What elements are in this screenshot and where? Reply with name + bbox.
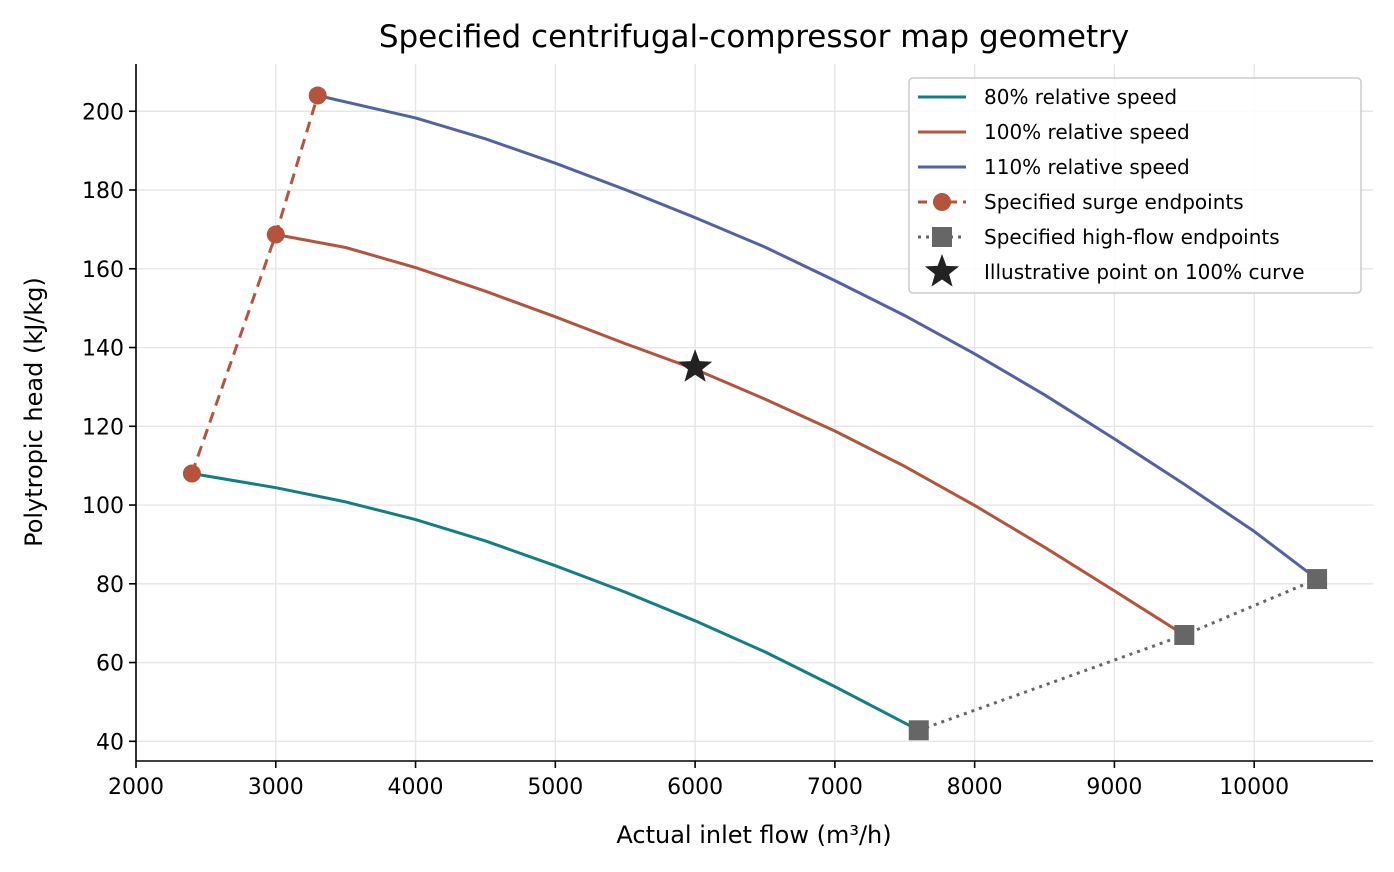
legend-label-high-flow: Specified high-flow endpoints [984,225,1280,249]
legend-marker-surge [933,193,951,211]
y-tick-label: 120 [82,415,124,440]
surge-endpoint-marker [266,225,285,244]
axis-layer: 2000 3000 4000 5000 6000 7000 8000 9000 10000 40 6… [82,64,1373,800]
y-tick-label: 60 [96,652,124,677]
y-tick-label: 200 [82,100,124,125]
y-tick-label: 80 [96,573,124,598]
surge-endpoint-marker [182,464,201,483]
x-tick-label: 4000 [388,775,444,800]
legend-label-surge: Specified surge endpoints [984,190,1244,214]
surge-line [190,95,320,474]
y-tick-label: 160 [82,258,124,283]
y-tick-label: 140 [82,337,124,362]
legend-label-speed110: 110% relative speed [984,155,1190,179]
x-tick-label: 8000 [947,775,1003,800]
x-tick-label: 3000 [248,775,304,800]
y-axis-label: Polytropic head (kJ/kg) [20,277,48,547]
legend-marker-high-flow [932,227,952,247]
high-flow-endpoint-marker [908,720,929,741]
surge-endpoint-marker [308,86,327,105]
x-tick-label: 5000 [527,775,583,800]
legend-label-illustrative: Illustrative point on 100% curve [984,260,1305,284]
x-tick-label: 10000 [1219,775,1289,800]
high-flow-endpoint-marker [1174,624,1195,645]
x-tick-label: 2000 [108,775,164,800]
legend-label-speed80: 80% relative speed [984,85,1177,109]
x-axis-label: Actual inlet flow (m³/h) [616,821,891,849]
x-tick-label: 7000 [807,775,863,800]
chart-title: Specified centrifugal-compressor map geo… [379,19,1129,55]
y-tick-label: 180 [82,179,124,204]
legend-label-speed100: 100% relative speed [984,120,1190,144]
legend: 80% relative speed 100% relative speed 110… [908,77,1362,294]
y-tick-label: 100 [82,494,124,519]
high-flow-line [918,577,1318,732]
illustrative-point-star [678,349,713,382]
series-layer [182,86,1328,741]
y-tick-label: 40 [96,730,124,755]
high-flow-endpoint-marker [1307,569,1328,590]
legend-marker-illustrative [924,254,960,287]
series-line-speed100 [274,233,1186,637]
legend-frame [908,77,1362,294]
series-line-speed110 [316,94,1319,581]
x-tick-label: 9000 [1086,775,1142,800]
x-tick-label: 6000 [667,775,723,800]
grid-layer [135,64,1373,761]
series-line-speed80 [190,472,921,732]
